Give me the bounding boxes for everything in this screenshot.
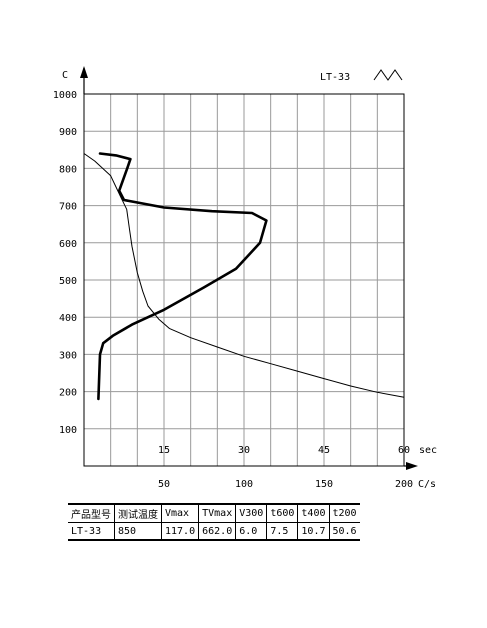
y-tick-label: 600: [59, 239, 77, 250]
cell-tvmax: 662.0: [198, 522, 236, 540]
cell-t600[interactable]: 7.5: [266, 522, 298, 540]
x-tick-label-rate: 50: [158, 479, 170, 490]
x-tick-label-rate: 150: [315, 479, 333, 490]
x-tick-label-time: 30: [238, 445, 250, 456]
y-tick-label: 800: [59, 164, 77, 175]
x-tick-label-time: 45: [318, 445, 330, 456]
results-table: 产品型号 测试温度 Vmax TVmax V300 t600 t400 t200…: [68, 503, 360, 541]
series-line-cooling-rate: [97, 152, 268, 401]
header-model: 产品型号: [68, 504, 115, 523]
cell-t200: 50.6: [328, 522, 360, 540]
cell-t400: 10.7: [297, 522, 329, 540]
cell-model: LT-33: [71, 525, 102, 537]
header-vmax: Vmax: [160, 504, 199, 523]
zigzag-wave-icon: [373, 69, 403, 81]
y-tick-label: 300: [59, 350, 77, 361]
header-test-temp: 测试温度: [114, 504, 162, 523]
y-tick-label: 100: [59, 425, 77, 436]
table-row: LT-33 850 117.0 662.0 6.0 7.5 10.7 50.6: [68, 522, 360, 540]
y-tick-label: 1000: [53, 90, 77, 101]
series-lines: [83, 152, 405, 401]
y-axis-label: C: [62, 70, 68, 81]
header-t600: t600: [266, 504, 298, 523]
series-line-temperature: [83, 153, 405, 398]
header-t400: t400: [297, 504, 329, 523]
y-tick-labels: 100 200 300 400 500 600 700 800 900 1000: [53, 90, 77, 436]
y-tick-label: 500: [59, 276, 77, 287]
cell-vmax: 117.0: [160, 522, 199, 540]
x-axis-arrow-icon: [406, 462, 418, 470]
table-header-row: 产品型号 测试温度 Vmax TVmax V300 t600 t400 t200: [68, 504, 360, 523]
chart-grid: [84, 94, 404, 466]
cell-test-temp: 850: [114, 522, 162, 540]
x-axis-time-unit: sec: [419, 445, 437, 456]
header-t200: t200: [328, 504, 360, 523]
x-tick-label-time: 60: [398, 445, 410, 456]
header-v300: V300: [235, 504, 267, 523]
y-tick-label: 700: [59, 202, 77, 213]
cooling-curve-chart: 100 200 300 400 500 600 700 800 900 1000 15 30 45 60…: [53, 66, 437, 490]
y-tick-label: 900: [59, 127, 77, 138]
y-tick-label: 400: [59, 313, 77, 324]
x-axis-rate-unit: C/s: [418, 479, 436, 490]
y-axis-arrow-icon: [80, 66, 88, 78]
x-tick-label-time: 15: [158, 445, 170, 456]
cell-v300: 6.0: [235, 522, 267, 540]
header-tvmax: TVmax: [198, 504, 236, 523]
x-tick-label-rate: 200: [395, 479, 413, 490]
x-tick-labels: 15 30 45 60 50 100 150 200: [158, 445, 413, 490]
y-tick-label: 200: [59, 388, 77, 399]
chart-title: LT-33: [320, 72, 350, 83]
x-tick-label-rate: 100: [235, 479, 253, 490]
plot-frame: [83, 93, 405, 467]
